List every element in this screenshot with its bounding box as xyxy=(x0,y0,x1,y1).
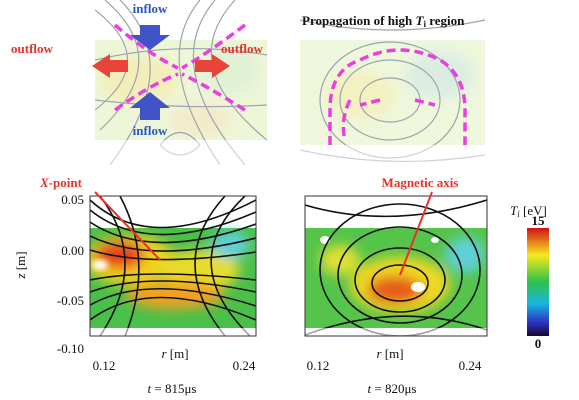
y-tick-label: -0.05 xyxy=(57,293,84,308)
text: = 820μs xyxy=(371,381,416,396)
figure: inflow inflow outflow outflow Propagatio… xyxy=(0,0,579,400)
x-tick-label: 0.12 xyxy=(307,358,330,373)
colorbar xyxy=(527,228,549,336)
axis-label: r [m] xyxy=(376,346,403,361)
text: Propagation of high xyxy=(302,13,416,28)
label: inflow xyxy=(133,1,168,16)
text: [m] xyxy=(167,346,189,361)
annotation: X-point xyxy=(39,175,83,190)
time-label: t = 820μs xyxy=(368,381,417,396)
text: -point xyxy=(49,175,83,190)
y-tick-label: -0.10 xyxy=(57,341,84,356)
panel-title: Propagation of high Ti region xyxy=(302,13,465,29)
axis-label: r [m] xyxy=(161,346,188,361)
time-label: t = 815μs xyxy=(148,381,197,396)
colorbar-max: 15 xyxy=(532,213,546,228)
x-tick-label: 0.24 xyxy=(233,358,256,373)
bottom-left-panel xyxy=(85,196,256,338)
text: [m] xyxy=(13,251,28,273)
bottom-right-panel xyxy=(305,200,487,338)
label: outflow xyxy=(11,41,54,56)
y-tick-label: 0.05 xyxy=(61,192,84,207)
text: X xyxy=(39,175,49,190)
text: [m] xyxy=(382,346,404,361)
x-tick-label: 0.12 xyxy=(93,358,116,373)
text: = 815μs xyxy=(151,381,196,396)
label: outflow xyxy=(221,41,264,56)
text: region xyxy=(426,13,465,28)
top-left-panel xyxy=(95,0,267,165)
x-tick-label: 0.24 xyxy=(459,358,482,373)
axis-label: z [m] xyxy=(13,251,28,279)
annotation: Magnetic axis xyxy=(382,175,459,190)
colorbar-min: 0 xyxy=(535,336,542,351)
label: inflow xyxy=(133,123,168,138)
top-right-panel xyxy=(300,20,485,168)
y-tick-label: 0.00 xyxy=(61,243,84,258)
